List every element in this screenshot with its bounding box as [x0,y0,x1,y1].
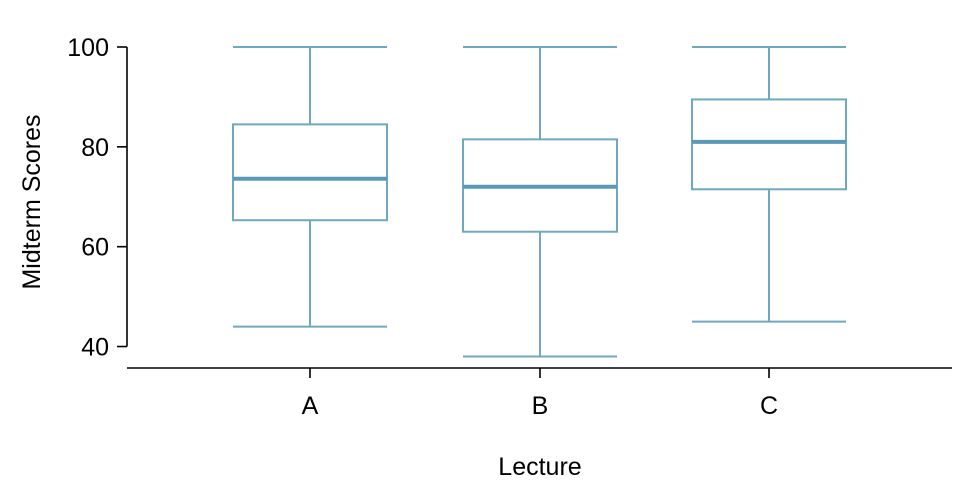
plot-area [232,46,847,358]
y-axis-title: Midterm Scores [18,114,46,289]
y-tick-label: 40 [81,334,109,362]
y-tick-label: 80 [81,134,109,162]
y-tick-label: 60 [81,234,109,262]
box-c [691,46,847,323]
x-tick-label: B [532,392,549,420]
y-tick-label: 100 [67,34,109,62]
x-axis-title: Lecture [498,453,581,481]
box-b [462,46,618,358]
axes: 40 60 80 100 A B C [67,34,952,420]
iqr-box [232,123,388,222]
iqr-box [691,98,847,191]
x-tick-label: A [302,392,319,420]
box-a [232,46,388,328]
x-tick-label: C [760,392,778,420]
